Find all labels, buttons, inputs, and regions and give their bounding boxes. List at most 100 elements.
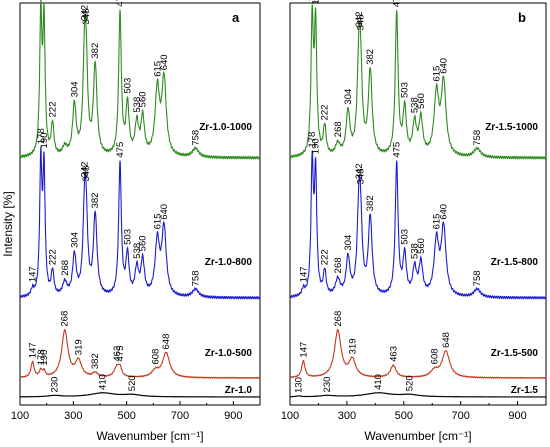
peak-label: 230 [50, 377, 61, 393]
panel-a-x-tick-label: 500 [117, 410, 135, 422]
peak-label: 382 [90, 43, 101, 59]
peak-label: 268 [60, 260, 71, 276]
peak-label: 615 [152, 61, 163, 77]
peak-label: 222 [48, 249, 59, 265]
peak-label: 410 [373, 374, 384, 390]
panel-a-frame [19, 2, 261, 406]
peak-label: 348 [81, 9, 92, 25]
peak-label: 382 [90, 193, 101, 209]
series-name: Zr-1.5 [511, 385, 539, 396]
peak-label: 758 [472, 270, 483, 286]
series-name: Zr-1.5-800 [491, 257, 539, 268]
panel-b-x-tick-label: 700 [451, 410, 469, 422]
peak-label: 648 [441, 332, 452, 348]
y-axis-label: Intensity [%] [1, 191, 15, 256]
peak-label: 503 [400, 229, 411, 245]
peak-label: 640 [439, 58, 450, 74]
peak-label: 615 [432, 66, 443, 82]
panel-a-letter: a [232, 10, 240, 25]
panel-b-frame [289, 2, 547, 406]
peak-label: 520 [127, 375, 138, 391]
panel-a-series-names: Zr-1.0-1000 Zr-1.0-800 Zr-1.0-500 Zr-1.0 [199, 122, 252, 396]
spectrum-line-Zr-1.0-500 [19, 328, 261, 379]
peak-label: 178 [307, 132, 318, 148]
peak-label: 475 [392, 0, 403, 7]
peak-label: 503 [122, 229, 133, 245]
peak-label: 382 [90, 353, 101, 369]
peak-label: 615 [432, 214, 443, 230]
peak-label: 342 [79, 162, 90, 178]
peak-label: 222 [320, 105, 331, 121]
peak-label: 190 [39, 133, 50, 149]
peak-label: 475 [115, 346, 126, 362]
peak-label: 615 [152, 214, 163, 230]
peak-label: 348 [356, 14, 367, 30]
peak-label: 475 [392, 142, 403, 158]
panel-b-x-ticks: 100 300 500 700 900 [281, 401, 527, 422]
peak-label: 560 [416, 93, 427, 109]
peak-label: 268 [333, 257, 344, 273]
peak-label: 538 [132, 97, 143, 113]
peak-label: 268 [333, 311, 344, 327]
peak-label: 640 [159, 54, 170, 70]
peak-label: 475 [115, 142, 126, 158]
peak-label: 503 [400, 82, 411, 98]
panel-b-x-tick-label: 900 [508, 410, 526, 422]
panel-a-x-tick-label: 700 [171, 410, 189, 422]
panel-a-curves [19, 0, 261, 398]
peak-label: 538 [410, 243, 421, 259]
peak-label: 475 [115, 0, 126, 7]
peak-label: 147 [298, 266, 309, 282]
peak-label: 304 [343, 235, 354, 251]
peak-label: 178 [307, 0, 318, 1]
panel-b-x-tick-label: 100 [281, 410, 299, 422]
peak-label: 130 [293, 377, 304, 393]
peak-label: 304 [69, 81, 80, 97]
peak-label: 342 [354, 163, 365, 179]
panel-b-peak-labels: 1781902222683043423483824755035385606156… [293, 0, 483, 393]
peak-label: 178 [36, 349, 47, 365]
peak-label: 463 [112, 346, 123, 362]
peak-label: 382 [365, 49, 376, 65]
peak-label: 147 [28, 342, 39, 358]
panel-a-x-axis-label: Wavenumber [cm⁻¹] [96, 429, 203, 443]
peak-label: 190 [39, 350, 50, 366]
spectrum-line-Zr-1.5-1000 [289, 4, 547, 160]
peak-label: 758 [472, 130, 483, 146]
peak-label: 640 [439, 204, 450, 220]
peak-label: 463 [388, 346, 399, 362]
peak-label: 147 [298, 342, 309, 358]
spectrum-line-Zr-1.0 [19, 392, 261, 398]
series-name: Zr-1.0 [225, 385, 253, 396]
peak-label: 520 [404, 375, 415, 391]
peak-label: 608 [151, 349, 162, 365]
peak-label: 503 [123, 78, 134, 94]
spectrum-line-Zr-1.5-800 [289, 150, 547, 300]
panel-b-x-tick-label: 500 [395, 410, 413, 422]
peak-label: 222 [320, 249, 331, 265]
series-name: Zr-1.5-500 [491, 348, 539, 359]
series-name: Zr-1.0-500 [205, 348, 253, 359]
peak-label: 304 [343, 89, 354, 105]
peak-label: 222 [48, 102, 59, 118]
spectrum-line-Zr-1.5 [289, 392, 547, 398]
series-name: Zr-1.5-1000 [485, 122, 538, 133]
peak-label: 410 [98, 374, 109, 390]
peak-label: 342 [354, 11, 365, 27]
spectrum-line-Zr-1.5-500 [289, 328, 547, 379]
peak-label: 268 [60, 311, 71, 327]
peak-label: 560 [416, 238, 427, 254]
peak-label: 230 [322, 377, 333, 393]
peak-label: 560 [138, 91, 149, 107]
spectrum-line-Zr-1.0-800 [19, 147, 261, 300]
peak-label: 348 [81, 166, 92, 182]
peak-label: 758 [191, 130, 202, 146]
panel-b-letter: b [518, 10, 526, 25]
peak-label: 147 [27, 266, 38, 282]
peak-label: 319 [347, 338, 358, 354]
peak-label: 190 [311, 138, 322, 154]
series-name: Zr-1.0-1000 [199, 122, 252, 133]
